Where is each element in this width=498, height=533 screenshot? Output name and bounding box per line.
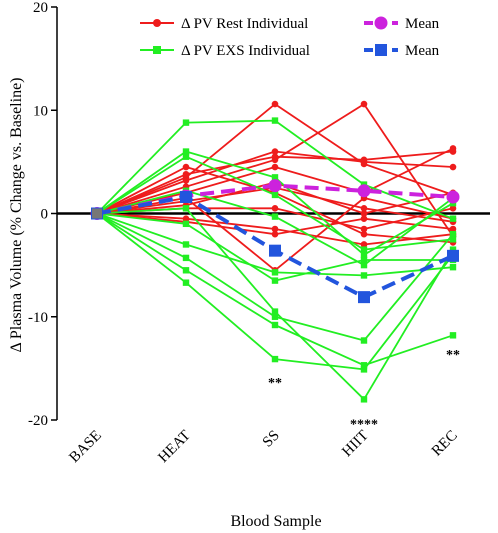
exs-individual-point: [449, 332, 457, 339]
exs-individual-point: [271, 269, 279, 276]
exs-individual-point: [360, 256, 368, 264]
exs-mean-point: [269, 244, 281, 257]
legend-label: Δ PV Rest Individual: [181, 16, 308, 32]
x-tick-label: REC: [429, 428, 461, 460]
exs-individual-point: [182, 153, 190, 160]
rest-individual-point: [360, 230, 368, 238]
rest-individual-point: [360, 156, 368, 164]
exs-individual-point: [271, 355, 279, 363]
legend-swatch-marker: [375, 44, 387, 56]
exs-individual-point: [182, 241, 190, 248]
exs-individual-point: [271, 213, 279, 220]
exs-individual-point: [449, 246, 457, 253]
y-tick-label: -20: [28, 413, 48, 429]
rest-individual-point: [360, 241, 368, 248]
exs-individual-point: [449, 230, 457, 238]
exs-individual-point: [271, 117, 279, 124]
significance-annotation: ****: [350, 417, 378, 432]
exs-individual-point: [360, 362, 368, 369]
exs-individual-point: [360, 366, 368, 373]
exs-individual-point: [182, 267, 190, 274]
rest-individual-point: [449, 148, 457, 155]
rest-individual-point: [360, 205, 368, 212]
exs-individual-point: [271, 321, 279, 329]
y-tick-label: 20: [33, 0, 48, 16]
exs-individual-point: [360, 261, 368, 269]
y-tick-label: 0: [41, 207, 49, 223]
rest-individual-point: [271, 205, 279, 212]
exs-individual-point: [182, 254, 190, 262]
exs-individual-point: [360, 272, 368, 279]
legend-swatch-marker: [374, 16, 388, 30]
exs-individual-point: [182, 148, 190, 155]
rest-individual-point: [271, 230, 279, 238]
legend-entry: Δ PV EXS Individual: [140, 43, 310, 59]
exs-individual-point: [360, 251, 368, 258]
rest-individual-point: [271, 225, 279, 233]
rest-individual-point: [360, 210, 368, 217]
y-axis-title: Δ Plasma Volume (% Change vs. Baseline): [8, 78, 25, 353]
rest-mean-point: [446, 190, 460, 204]
rest-individual-point: [449, 225, 457, 233]
exs-individual-point: [182, 279, 190, 286]
exs-individual-point: [271, 313, 279, 320]
exs-individual-point: [360, 337, 368, 344]
significance-annotation: **: [446, 348, 460, 363]
legend-swatch-marker: [153, 19, 161, 27]
legend-label: Δ PV EXS Individual: [181, 43, 310, 59]
legend-label: Mean: [405, 43, 440, 59]
rest-individual-point: [360, 225, 368, 233]
rest-individual-point: [271, 153, 279, 161]
exs-individual-point: [271, 277, 279, 284]
rest-individual-point: [182, 170, 190, 178]
rest-individual-point: [182, 163, 190, 171]
exs-individual-point: [271, 174, 279, 181]
mean-series: [90, 179, 460, 304]
x-tick-label: SS: [260, 428, 283, 451]
rest-individual-point: [182, 177, 190, 184]
rest-individual-point: [449, 163, 457, 171]
significance-annotation: **: [268, 376, 282, 391]
exs-mean-point: [358, 291, 370, 304]
rest-individual-point: [360, 100, 368, 108]
exs-individual-point: [449, 263, 457, 271]
x-tick-label: HIIT: [339, 428, 372, 461]
exs-individual-point: [360, 246, 368, 253]
exs-mean-point: [180, 190, 192, 203]
rest-individual-point: [449, 205, 457, 212]
legend-entry: Δ PV Rest Individual: [140, 16, 308, 32]
rest-individual-point: [271, 148, 279, 155]
y-tick-label: 10: [33, 103, 48, 119]
exs-individual-point: [449, 215, 457, 222]
exs-individual-point: [182, 220, 190, 228]
rest-individual-point: [271, 163, 279, 171]
annotations: ********: [268, 348, 460, 432]
x-tick-label: HEAT: [155, 428, 193, 466]
exs-individual-point: [449, 236, 457, 243]
exs-individual-point: [182, 119, 190, 126]
rest-mean-point: [268, 179, 282, 193]
baseline-point: [92, 208, 102, 219]
exs-individual-point: [360, 396, 368, 403]
legend-entry: Mean: [364, 43, 440, 59]
rest-individual-point: [360, 215, 368, 222]
x-axis-title: Blood Sample: [230, 513, 321, 530]
exs-individual-point: [271, 308, 279, 315]
legend-entry: Mean: [364, 16, 440, 32]
exs-mean-point: [447, 249, 459, 262]
rest-individual-point: [271, 100, 279, 108]
exs-individual-point: [182, 205, 190, 212]
legend: Δ PV Rest Individual Mean Δ PV EXS Individ…: [140, 16, 440, 59]
y-tick-label: -10: [28, 310, 48, 326]
legend-label: Mean: [405, 16, 440, 32]
rest-mean-point: [357, 184, 371, 198]
exs-individual-point: [271, 191, 279, 199]
x-tick-label: BASE: [66, 428, 104, 466]
legend-swatch-marker: [153, 46, 161, 54]
